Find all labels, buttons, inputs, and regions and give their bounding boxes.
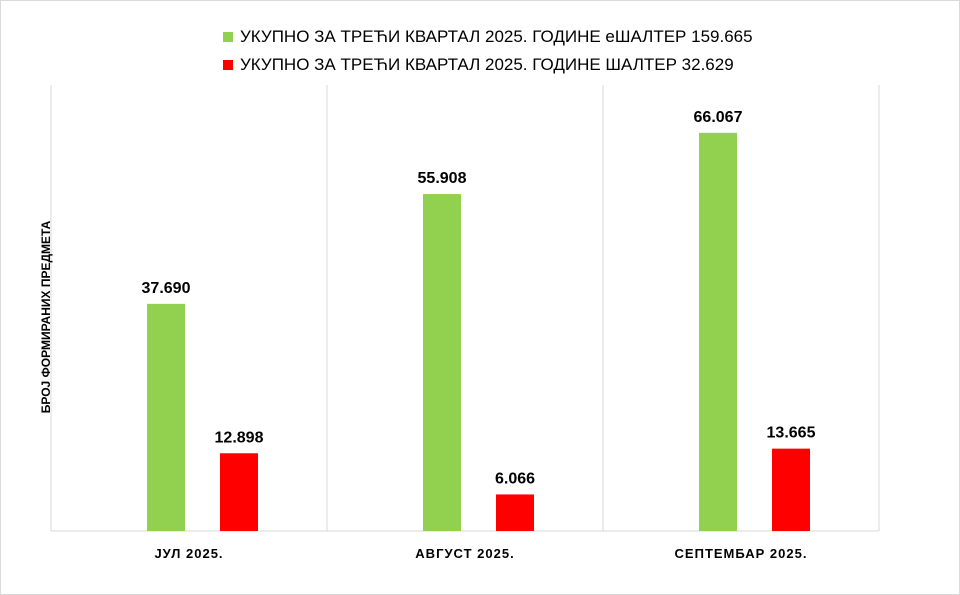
legend-swatch-shalter	[223, 60, 233, 70]
legend-label-shalter: УКУПНО ЗА ТРЕЋИ КВАРТАЛ 2025. ГОДИНЕ ШАЛ…	[240, 55, 734, 74]
data-label-s0-c1: 55.908	[418, 170, 467, 187]
legend: УКУПНО ЗА ТРЕЋИ КВАРТАЛ 2025. ГОДИНЕ еША…	[223, 23, 753, 79]
data-label-s1-c1: 6.066	[495, 470, 535, 487]
legend-label-eshalter: УКУПНО ЗА ТРЕЋИ КВАРТАЛ 2025. ГОДИНЕ еША…	[240, 27, 753, 46]
bar-s1-c0	[220, 453, 258, 531]
bar-s0-c0	[147, 303, 185, 531]
legend-item-eshalter: УКУПНО ЗА ТРЕЋИ КВАРТАЛ 2025. ГОДИНЕ еША…	[223, 23, 753, 51]
bar-s1-c1	[496, 494, 534, 531]
data-label-s0-c2: 66.067	[694, 109, 743, 126]
data-label-s1-c0: 12.898	[215, 429, 264, 446]
bar-s0-c2	[699, 132, 737, 531]
data-labels: 37.690 12.898 55.908 6.066 66.067 13.665	[142, 109, 816, 488]
x-tick-label-2: СЕПТЕМБАР 2025.	[675, 546, 808, 561]
bar-s0-c1	[423, 194, 461, 532]
y-axis-title: БРОЈ ФОРМИРАНИХ ПРЕДМЕТА	[39, 220, 53, 413]
x-tick-labels: ЈУЛ 2025. АВГУСТ 2025. СЕПТЕМБАР 2025.	[154, 546, 808, 561]
data-label-s1-c2: 13.665	[767, 425, 816, 442]
bars	[147, 132, 810, 532]
x-tick-label-0: ЈУЛ 2025.	[154, 546, 223, 561]
legend-swatch-eshalter	[223, 32, 233, 42]
bar-s1-c2	[772, 448, 810, 531]
data-label-s0-c0: 37.690	[142, 280, 191, 297]
x-tick-label-1: АВГУСТ 2025.	[415, 546, 514, 561]
legend-item-shalter: УКУПНО ЗА ТРЕЋИ КВАРТАЛ 2025. ГОДИНЕ ШАЛ…	[223, 51, 753, 79]
grid-lines	[50, 85, 880, 532]
